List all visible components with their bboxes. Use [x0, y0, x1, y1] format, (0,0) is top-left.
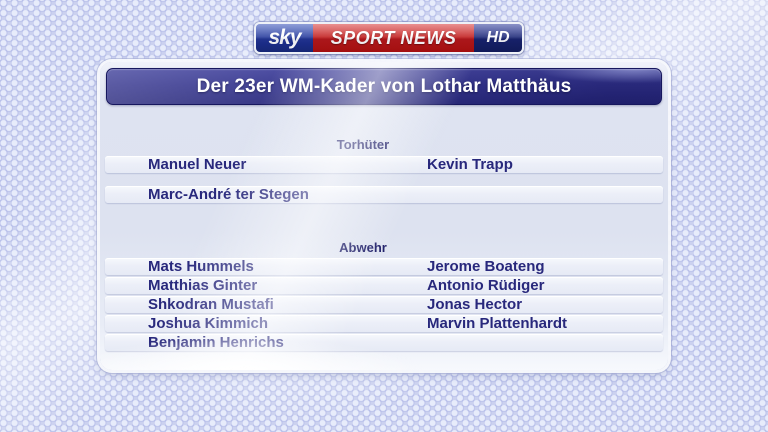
player-name: Antonio Rüdiger [427, 277, 545, 294]
player-name: Jerome Boateng [427, 258, 545, 275]
panel-title-bar: Der 23er WM-Kader von Lothar Matthäus [106, 68, 662, 105]
player-name: Mats Hummels [148, 258, 254, 275]
hd-badge-text: HD [486, 29, 510, 46]
player-row: Shkodran Mustafi Jonas Hector [105, 296, 663, 313]
player-name: Shkodran Mustafi [148, 296, 274, 313]
player-row: Manuel Neuer Kevin Trapp [105, 156, 663, 173]
player-row: Benjamin Henrichs [105, 334, 663, 351]
section-header-abwehr: Abwehr [339, 240, 387, 255]
panel-title: Der 23er WM-Kader von Lothar Matthäus [196, 75, 572, 97]
section-header-torhueter: Torhüter [336, 137, 390, 152]
player-name: Manuel Neuer [148, 156, 247, 173]
player-row: Marc-André ter Stegen [105, 186, 663, 203]
sky-logo-segment: sky [256, 24, 313, 52]
sky-logo-text: sky [268, 26, 301, 49]
player-name: Marvin Plattenhardt [427, 315, 568, 332]
player-row: Joshua Kimmich Marvin Plattenhardt [105, 315, 663, 332]
player-row: Matthias Ginter Antonio Rüdiger [105, 277, 663, 294]
player-name: Kevin Trapp [427, 156, 513, 173]
player-name: Matthias Ginter [148, 277, 258, 294]
player-name: Marc-André ter Stegen [148, 186, 309, 203]
sky-sport-news-logo: sky SPORT NEWS HD [254, 22, 524, 54]
player-name: Jonas Hector [427, 296, 523, 313]
hd-badge: HD [474, 24, 522, 52]
squad-panel: Der 23er WM-Kader von Lothar Matthäus To… [100, 62, 668, 370]
player-name: Benjamin Henrichs [148, 334, 284, 351]
player-row: Mats Hummels Jerome Boateng [105, 258, 663, 275]
player-name: Joshua Kimmich [148, 315, 269, 332]
sport-news-text: SPORT NEWS [330, 27, 457, 48]
sport-news-segment: SPORT NEWS [313, 24, 474, 52]
